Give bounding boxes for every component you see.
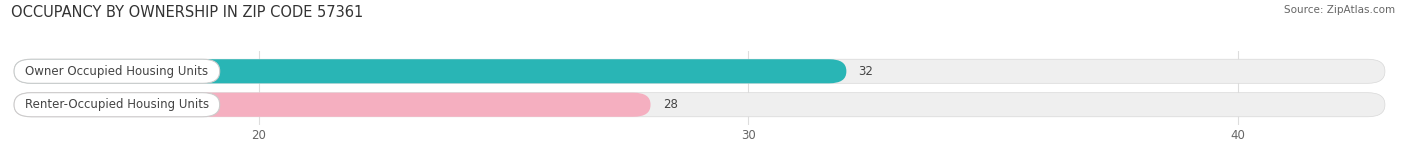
Text: 28: 28 — [662, 98, 678, 111]
FancyBboxPatch shape — [14, 93, 219, 117]
Text: Renter-Occupied Housing Units: Renter-Occupied Housing Units — [25, 98, 209, 111]
FancyBboxPatch shape — [14, 59, 846, 83]
FancyBboxPatch shape — [14, 59, 219, 83]
FancyBboxPatch shape — [14, 93, 651, 117]
Text: 32: 32 — [859, 65, 873, 78]
FancyBboxPatch shape — [14, 59, 1385, 83]
Text: OCCUPANCY BY OWNERSHIP IN ZIP CODE 57361: OCCUPANCY BY OWNERSHIP IN ZIP CODE 57361 — [11, 5, 364, 20]
Text: Owner Occupied Housing Units: Owner Occupied Housing Units — [25, 65, 208, 78]
FancyBboxPatch shape — [14, 93, 1385, 117]
Text: Source: ZipAtlas.com: Source: ZipAtlas.com — [1284, 5, 1395, 15]
